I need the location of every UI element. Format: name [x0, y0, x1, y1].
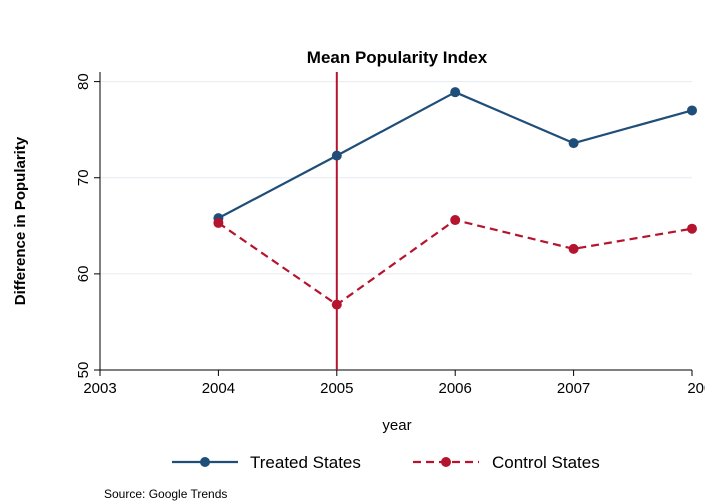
legend-item-1: Control States [413, 453, 600, 472]
legend-label-1: Control States [492, 453, 600, 472]
point-1-2006 [450, 215, 461, 226]
point-0-2007 [568, 138, 579, 149]
point-0-2005 [331, 150, 342, 161]
chart-title: Mean Popularity Index [307, 48, 488, 67]
x-tick-label-2003: 2003 [83, 380, 116, 397]
source-note: Source: Google Trends [104, 487, 227, 501]
y-axis-label: Difference in Popularity [12, 136, 29, 305]
y-tick-label-70: 70 [75, 169, 92, 186]
point-1-2005 [331, 299, 342, 310]
point-1-2008 [687, 223, 697, 234]
point-0-2006 [450, 87, 461, 98]
x-axis-ticks: 2003 2004 2005 2006 2007 2008 [83, 370, 705, 397]
legend-item-0: Treated States [172, 453, 361, 472]
point-1-2004 [213, 217, 224, 228]
series-line-1 [217, 218, 693, 306]
y-tick-label-60: 60 [75, 266, 92, 283]
y-axis-ticks: 50 60 70 80 [75, 73, 100, 378]
x-tick-label-2007: 2007 [557, 380, 590, 397]
point-0-2008 [687, 105, 697, 116]
x-tick-label-2004: 2004 [202, 380, 235, 397]
grid-lines [100, 81, 692, 275]
y-tick-label-50: 50 [75, 362, 92, 379]
point-1-2007 [568, 243, 579, 254]
legend-swatch-marker-0 [200, 457, 210, 467]
legend-label-0: Treated States [250, 453, 361, 472]
series-line-0 [217, 91, 693, 220]
series-1 [213, 215, 697, 310]
legend-swatch-marker-1 [441, 457, 451, 467]
x-tick-label-2005: 2005 [320, 380, 353, 397]
series-group [213, 87, 697, 310]
legend: Treated States Control States [172, 453, 600, 472]
axes [99, 72, 692, 371]
series-0 [213, 87, 697, 224]
x-axis-label: year [382, 417, 411, 434]
y-tick-label-80: 80 [75, 73, 92, 90]
x-tick-label-2008: 2008 [687, 380, 705, 397]
x-tick-label-2006: 2006 [439, 380, 472, 397]
